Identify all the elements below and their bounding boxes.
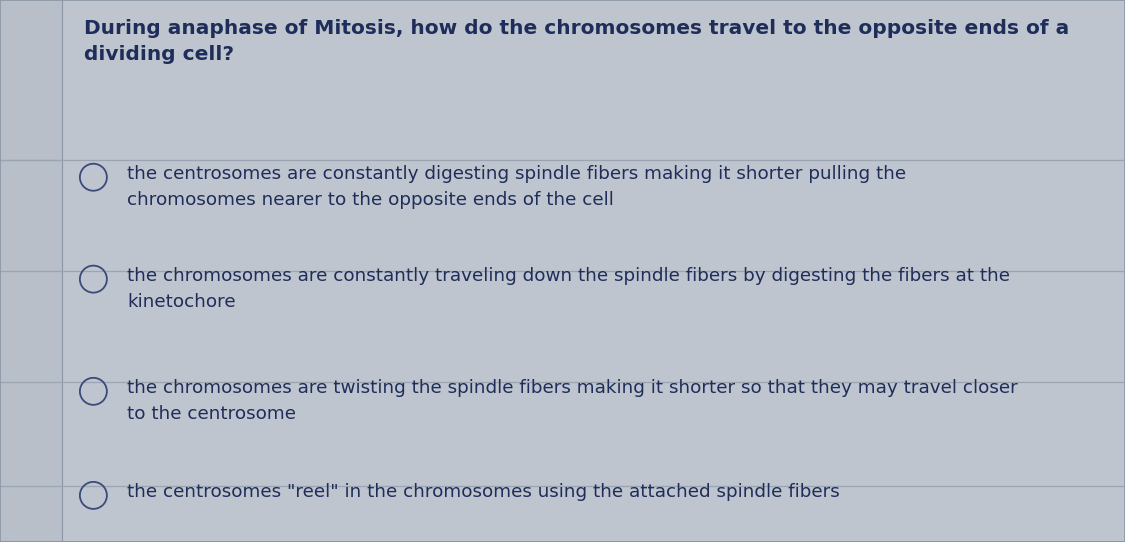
Text: the centrosomes "reel" in the chromosomes using the attached spindle fibers: the centrosomes "reel" in the chromosome… bbox=[127, 483, 840, 501]
Text: the chromosomes are constantly traveling down the spindle fibers by digesting th: the chromosomes are constantly traveling… bbox=[127, 267, 1010, 311]
Text: During anaphase of Mitosis, how do the chromosomes travel to the opposite ends o: During anaphase of Mitosis, how do the c… bbox=[84, 19, 1070, 64]
Bar bbox=[0, 0, 62, 542]
Text: the centrosomes are constantly digesting spindle fibers making it shorter pullin: the centrosomes are constantly digesting… bbox=[127, 165, 907, 209]
Text: the chromosomes are twisting the spindle fibers making it shorter so that they m: the chromosomes are twisting the spindle… bbox=[127, 379, 1018, 423]
